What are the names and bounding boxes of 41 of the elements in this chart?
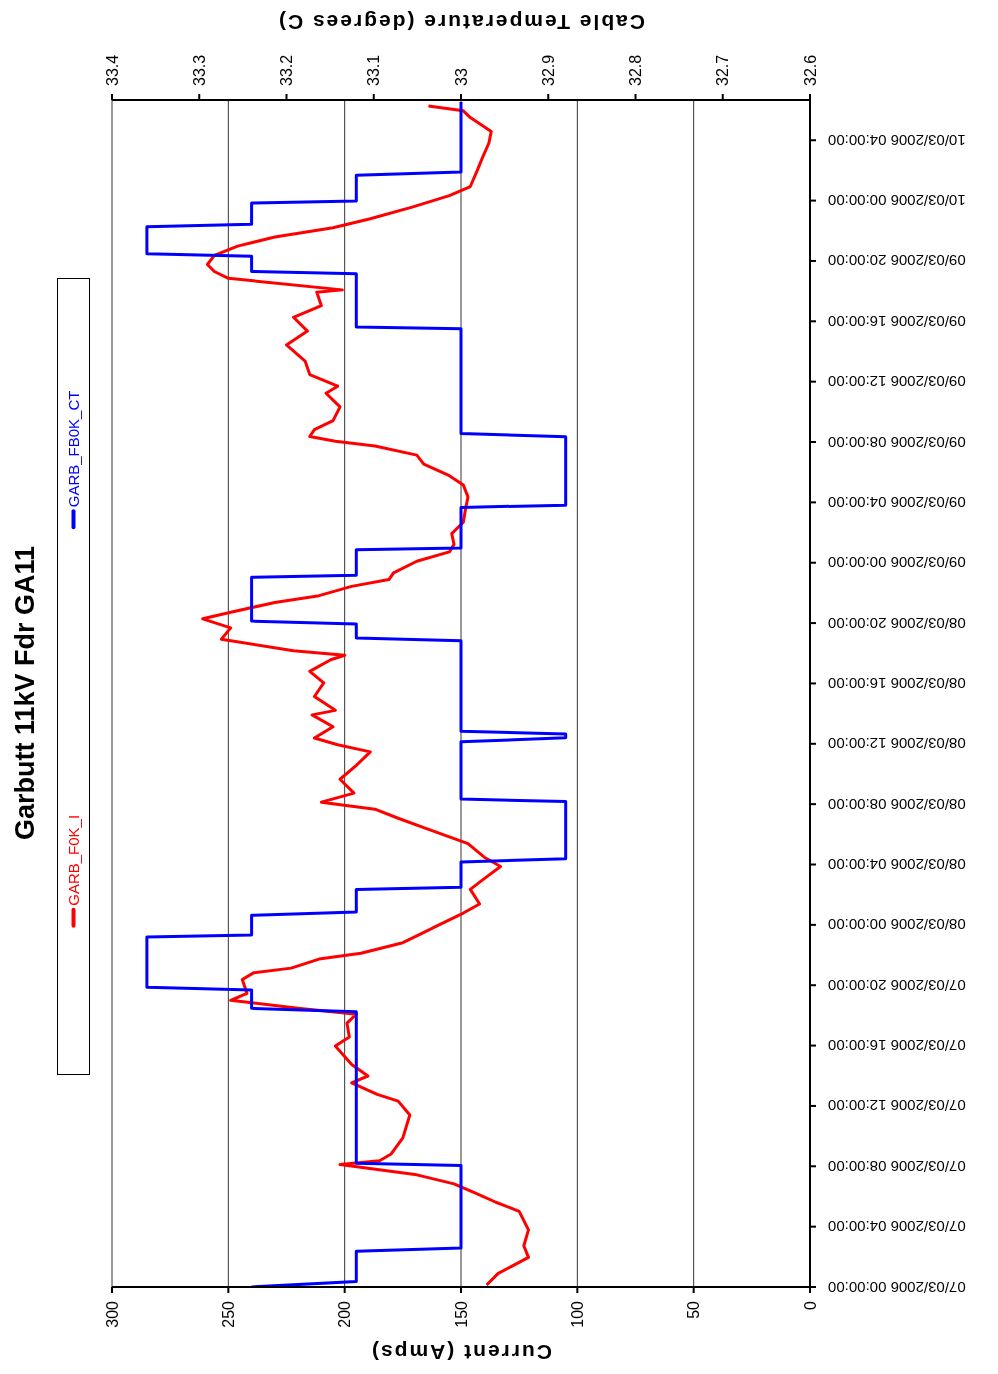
x-tick-label: 300 — [103, 1300, 121, 1328]
x2-tick-label: 32.9 — [539, 54, 557, 86]
text: GARB_FB0K_CT — [65, 390, 82, 508]
text: Garbutt 11kV Fdr GA11 — [9, 544, 41, 843]
x2-tick-label: 32.7 — [714, 54, 732, 86]
y-tick-label: 09/03/2006 04:00:00 — [828, 493, 966, 511]
y-tick-label: 08/03/2006 08:00:00 — [828, 795, 966, 813]
x-tick-label: 0 — [801, 1300, 819, 1310]
x2-tick-label: 33.2 — [278, 54, 295, 86]
y-tick-label: 08/03/2006 12:00:00 — [828, 735, 966, 753]
y-tick-label: 08/03/2006 00:00:00 — [828, 916, 966, 934]
y-tick-label: 07/03/2006 16:00:00 — [828, 1037, 966, 1055]
y-tick-label: 08/03/2006 20:00:00 — [828, 614, 966, 632]
x-tick-label: 250 — [219, 1300, 237, 1328]
x2-tick-label: 33.3 — [190, 54, 208, 86]
y-tick-label: 08/03/2006 04:00:00 — [828, 856, 966, 874]
x-axis-title: Current (Amps) — [369, 1340, 553, 1364]
y-tick-label: 07/03/2006 08:00:00 — [828, 1157, 966, 1175]
y-tick-label: 09/03/2006 12:00:00 — [828, 373, 966, 391]
x-tick-label: 150 — [452, 1300, 470, 1328]
y-tick-label: 09/03/2006 00:00:00 — [828, 554, 966, 572]
y-tick-label: 10/03/2006 00:00:00 — [828, 192, 966, 210]
y-tick-label: 09/03/2006 20:00:00 — [828, 252, 966, 270]
y-tick-label: 09/03/2006 16:00:00 — [828, 312, 966, 330]
y-tick-label: 07/03/2006 12:00:00 — [828, 1097, 966, 1115]
x-tick-label: 50 — [685, 1300, 703, 1319]
text: GARB_F0K_I — [65, 814, 82, 906]
y-tick-label: 07/03/2006 04:00:00 — [828, 1218, 966, 1236]
y-tick-label: 10/03/2006 04:00:00 — [828, 131, 966, 149]
y-tick-label: 08/03/2006 16:00:00 — [828, 674, 966, 692]
x2-axis-title: Cable Temperature (degrees C) — [276, 10, 646, 34]
x2-tick-label: 33.1 — [365, 54, 383, 86]
x2-tick-label: 33 — [452, 68, 470, 86]
x-tick-label: 100 — [568, 1300, 586, 1328]
x-tick-label: 200 — [336, 1300, 354, 1328]
x2-tick-label: 32.6 — [801, 54, 819, 86]
y-tick-label: 07/03/2006 00:00:00 — [828, 1278, 966, 1296]
y-tick-label: 09/03/2006 08:00:00 — [828, 433, 966, 451]
x2-tick-label: 32.8 — [627, 54, 644, 86]
x2-tick-label: 33.4 — [103, 54, 121, 86]
y-tick-label: 07/03/2006 20:00:00 — [828, 976, 966, 994]
